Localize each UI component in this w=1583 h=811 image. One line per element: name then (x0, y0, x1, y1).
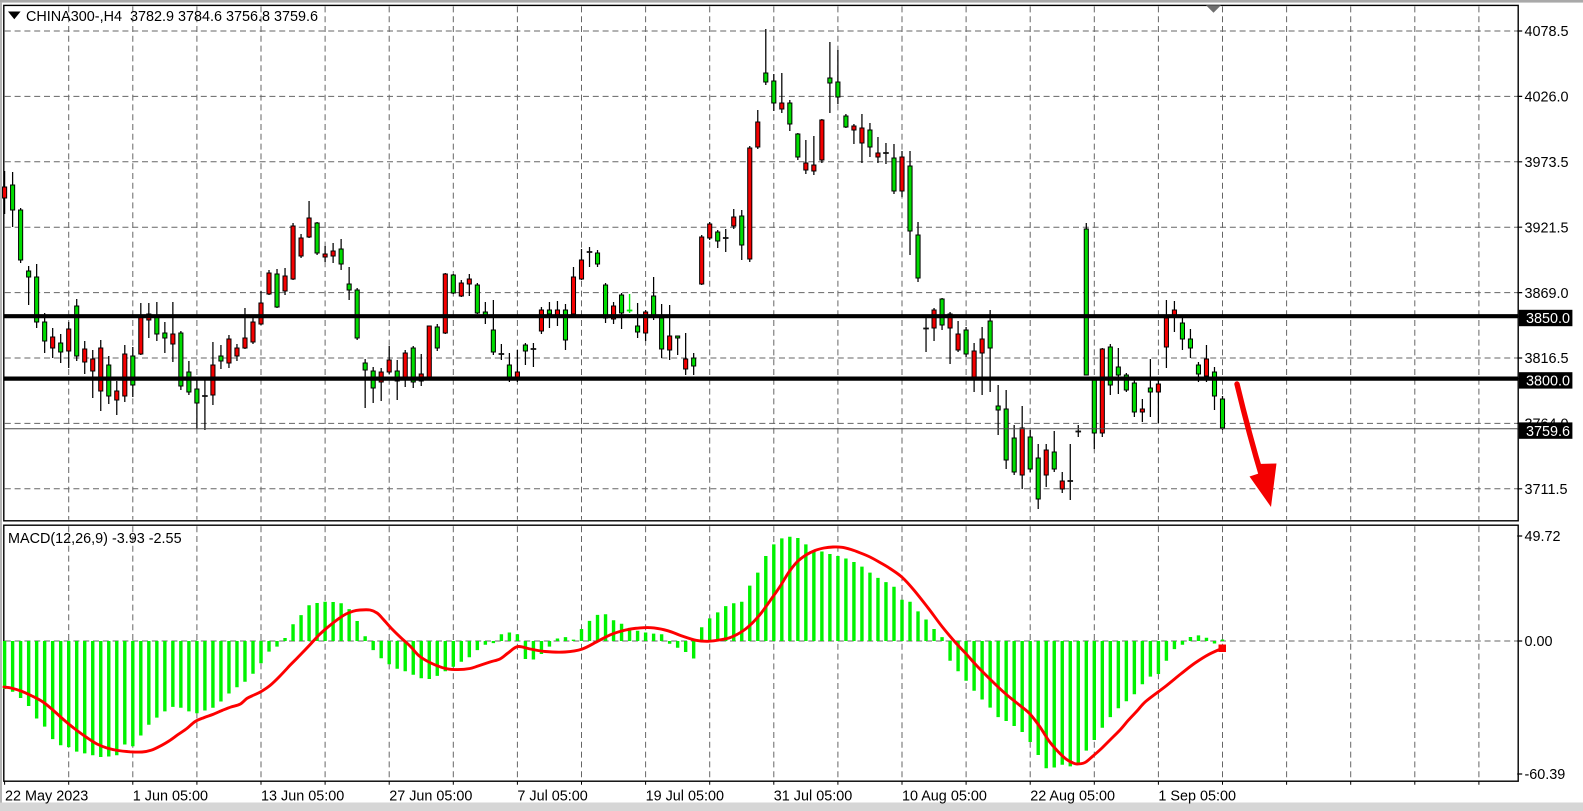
svg-text:0.00: 0.00 (1525, 634, 1553, 650)
svg-text:3869.0: 3869.0 (1525, 286, 1569, 302)
svg-text:-60.39: -60.39 (1525, 767, 1566, 783)
svg-text:3973.5: 3973.5 (1525, 155, 1569, 171)
svg-text:3850.0: 3850.0 (1526, 311, 1570, 327)
svg-text:7 Jul 05:00: 7 Jul 05:00 (517, 789, 587, 805)
svg-text:3816.5: 3816.5 (1525, 351, 1569, 367)
svg-text:31 Jul 05:00: 31 Jul 05:00 (774, 789, 852, 805)
svg-text:3759.6: 3759.6 (1526, 424, 1570, 440)
svg-text:4026.0: 4026.0 (1525, 90, 1569, 106)
svg-text:3921.5: 3921.5 (1525, 220, 1569, 236)
svg-text:10 Aug 05:00: 10 Aug 05:00 (902, 789, 987, 805)
svg-text:1 Sep 05:00: 1 Sep 05:00 (1158, 789, 1236, 805)
svg-text:22 May 2023: 22 May 2023 (5, 789, 88, 805)
svg-text:13 Jun 05:00: 13 Jun 05:00 (261, 789, 344, 805)
svg-text:MACD(12,26,9) -3.93 -2.55: MACD(12,26,9) -3.93 -2.55 (8, 531, 182, 547)
svg-text:19 Jul 05:00: 19 Jul 05:00 (646, 789, 724, 805)
svg-text:22 Aug 05:00: 22 Aug 05:00 (1030, 789, 1115, 805)
svg-text:3800.0: 3800.0 (1526, 374, 1570, 390)
svg-text:49.72: 49.72 (1525, 529, 1561, 545)
svg-text:4078.5: 4078.5 (1525, 24, 1569, 40)
svg-text:CHINA300-,H4 3782.9 3784.6 37: CHINA300-,H4 3782.9 3784.6 3756.8 3759.6 (26, 9, 318, 25)
svg-text:27 Jun 05:00: 27 Jun 05:00 (389, 789, 472, 805)
svg-text:3711.5: 3711.5 (1525, 482, 1568, 498)
svg-text:1 Jun 05:00: 1 Jun 05:00 (133, 789, 208, 805)
